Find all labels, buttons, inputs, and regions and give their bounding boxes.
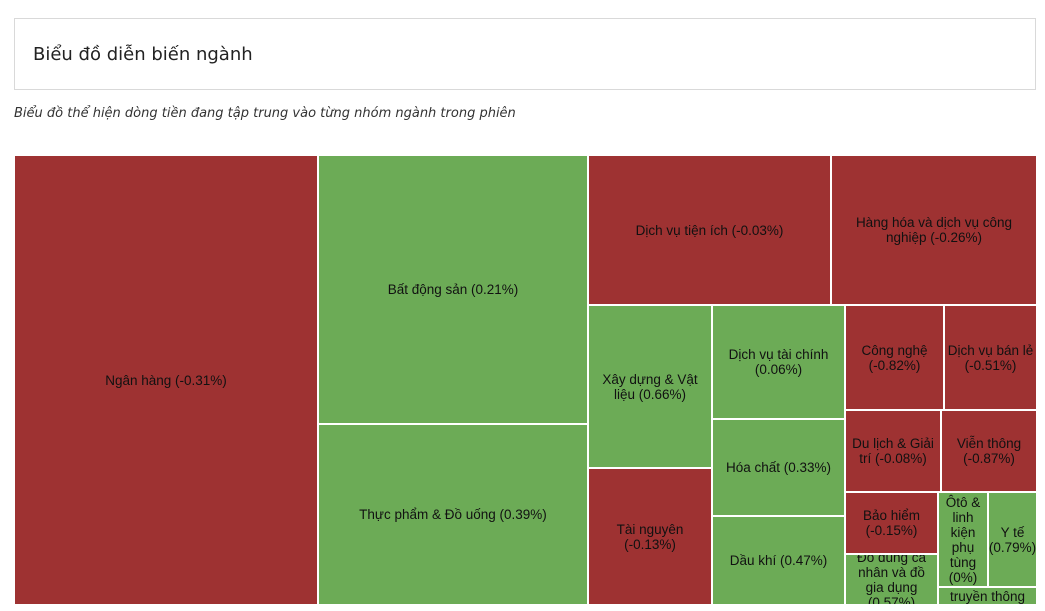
treemap-tile-do-dung-ca-nhan-va-do-gia-dung[interactable]: Đồ dùng cá nhân và đồ gia dụng (0.57%) (845, 554, 938, 605)
treemap-tile-vien-thong[interactable]: Viễn thông (-0.87%) (941, 410, 1037, 492)
treemap-tile-ngan-hang[interactable]: Ngân hàng (-0.31%) (14, 155, 318, 605)
treemap-tile-label: Viễn thông (-0.87%) (956, 436, 1022, 466)
treemap-tile-dau-khi[interactable]: Dầu khí (0.47%) (712, 516, 845, 605)
treemap-tile-du-lich-giai-tri[interactable]: Du lịch & Giải trí (-0.08%) (845, 410, 941, 492)
treemap-tile-label: Bất động sản (0.21%) (387, 282, 519, 297)
treemap-tile-label: Công nghệ (-0.82%) (861, 342, 928, 373)
treemap-tile-label: Dịch vụ tiện ích (-0.03%) (635, 222, 784, 238)
treemap-tile-bat-dong-san[interactable]: Bất động sản (0.21%) (318, 155, 588, 424)
treemap-tile-dich-vu-tai-chinh[interactable]: Dịch vụ tài chính (0.06%) (712, 305, 845, 419)
treemap-tile-dich-vu-ban-le[interactable]: Dịch vụ bán lẻ (-0.51%) (944, 305, 1037, 410)
treemap-tile-dich-vu-tien-ich[interactable]: Dịch vụ tiện ích (-0.03%) (588, 155, 831, 305)
treemap-tile-label: Dịch vụ tài chính (0.06%) (728, 347, 829, 377)
treemap-tile-bao-hiem[interactable]: Bảo hiểm (-0.15%) (845, 492, 938, 554)
treemap-tile-thuc-pham-do-uong[interactable]: Thực phẩm & Đồ uống (0.39%) (318, 424, 588, 605)
chart-subtitle: Biểu đồ thể hiện dòng tiền đang tập trun… (14, 106, 516, 121)
treemap-tile-label: Bảo hiểm (-0.15%) (862, 508, 921, 538)
treemap-tile-truyen-thong[interactable]: truyền thông (938, 587, 1037, 605)
treemap-tile-label: Ôtô & linh kiện phụ tùng (0%) (945, 494, 981, 585)
treemap-tile-label: Xây dựng & Vật liệu (0.66%) (602, 371, 698, 402)
treemap-tile-hoa-chat[interactable]: Hóa chất (0.33%) (712, 419, 845, 516)
treemap-tile-label: Tài nguyên (-0.13%) (616, 521, 684, 552)
treemap-tile-label: Dầu khí (0.47%) (729, 553, 828, 568)
treemap-tile-label: Hóa chất (0.33%) (725, 460, 832, 475)
chart-header-box: Biểu đồ diễn biến ngành (14, 18, 1036, 90)
treemap-tile-hang-hoa-va-dich-vu-cong-nghiep[interactable]: Hàng hóa và dịch vụ công nghiệp (-0.26%) (831, 155, 1037, 305)
treemap-tile-tai-nguyen[interactable]: Tài nguyên (-0.13%) (588, 468, 712, 605)
treemap-tile-label: truyền thông (949, 588, 1026, 604)
treemap-tile-label: Dịch vụ bán lẻ (-0.51%) (947, 342, 1034, 373)
sector-treemap: Ngân hàng (-0.31%) Bất động sản (0.21%) Th… (14, 155, 1037, 605)
treemap-tile-label: Y tế (0.79%) (988, 524, 1037, 555)
treemap-tile-label: Đồ dùng cá nhân và đồ gia dụng (0.57%) (856, 554, 927, 605)
treemap-tile-cong-nghe[interactable]: Công nghệ (-0.82%) (845, 305, 944, 410)
treemap-tile-label: Ngân hàng (-0.31%) (105, 372, 227, 388)
page-title: Biểu đồ diễn biến ngành (33, 44, 253, 65)
treemap-tile-xay-dung-vat-lieu[interactable]: Xây dựng & Vật liệu (0.66%) (588, 305, 712, 468)
treemap-tile-label: Hàng hóa và dịch vụ công nghiệp (-0.26%) (855, 215, 1013, 245)
treemap-tile-label: Thực phẩm & Đồ uống (0.39%) (359, 507, 547, 522)
treemap-tile-oto-linh-kien-phu-tung[interactable]: Ôtô & linh kiện phụ tùng (0%) (938, 492, 988, 587)
treemap-tile-y-te[interactable]: Y tế (0.79%) (988, 492, 1037, 587)
treemap-tile-label: Du lịch & Giải trí (-0.08%) (852, 436, 934, 466)
